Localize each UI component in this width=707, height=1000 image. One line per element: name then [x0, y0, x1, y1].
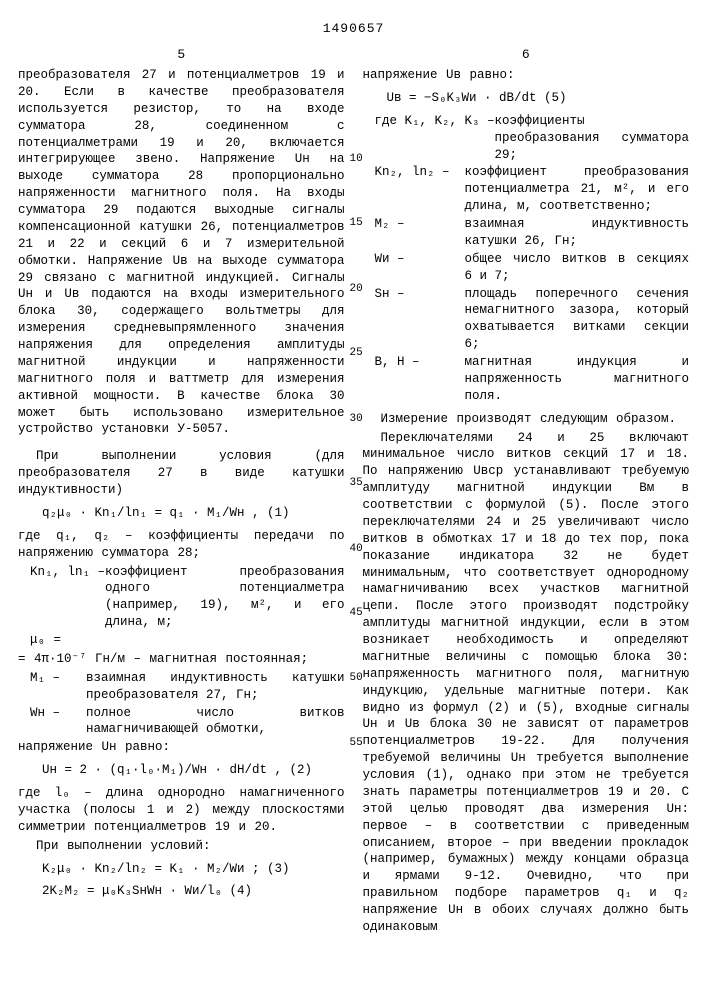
equation-5: Uв = −S₀K₃Wи · dB/dt (5) — [387, 90, 690, 107]
ln-55: 55 — [350, 736, 363, 751]
sym-bh: B, H – — [375, 354, 465, 405]
left-column: 5 преобразователя 27 и потенциалметров 1… — [18, 46, 345, 938]
def-wn: полное число витков намагничивающей обмо… — [86, 705, 345, 739]
ln-35: 35 — [350, 476, 363, 491]
equation-3: K₂μ₀ · Kn₂/ln₂ = K₁ · M₂/Wи ; (3) — [42, 861, 345, 878]
where-block-right: где K₁, K₂, K₃ – коэффициенты преобразов… — [375, 113, 690, 405]
sym-m1: M₁ – — [30, 670, 86, 704]
sym-wi: Wи – — [375, 251, 465, 285]
equation-2: Uн = 2 · (q₁·l₀·M₁)/Wн · dH/dt , (2) — [42, 762, 345, 779]
where-intro: где q₁, q₂ – коэффициенты передачи по на… — [18, 528, 345, 562]
ln-45: 45 — [350, 606, 363, 621]
ln-15: 15 — [350, 216, 363, 231]
ln-20: 20 — [350, 282, 363, 297]
def-sn: площадь поперечного сечения немагнитного… — [465, 286, 690, 354]
sym-sn: Sн – — [375, 286, 465, 354]
mu0-line-b: = 4π·10⁻⁷ Гн/м – магнитная постоянная; — [18, 651, 345, 668]
where-block-1: Kn₁, ln₁ – коэффициент преобразования од… — [30, 564, 345, 632]
para-1: преобразователя 27 и потенциалметров 19 … — [18, 67, 345, 438]
doc-number: 1490657 — [18, 20, 689, 38]
l0-def: где l₀ – длина однородно намагниченного … — [18, 785, 345, 836]
right-p2: Переключателями 24 и 25 включают минимал… — [363, 430, 690, 936]
right-page-number: 6 — [363, 46, 690, 64]
ln-25: 25 — [350, 346, 363, 361]
two-column-layout: 5 преобразователя 27 и потенциалметров 1… — [18, 46, 689, 938]
sym-m2: M₂ – — [375, 216, 465, 250]
ln-40: 40 — [350, 542, 363, 557]
ln-30: 30 — [350, 412, 363, 427]
sym-k123: где K₁, K₂, K₃ – — [375, 113, 495, 164]
def-m2: взаимная индуктивность катушки 26, Гн; — [465, 216, 690, 250]
where-block-2: M₁ – взаимная индуктивность катушки прео… — [30, 670, 345, 739]
ln-50: 50 — [350, 671, 363, 686]
para-2: При выполнении условия (для преобразоват… — [18, 448, 345, 499]
sym-wn: Wн – — [30, 705, 86, 739]
equation-4: 2K₂M₂ = μ₀K₃SнWн · Wи/l₀ (4) — [42, 883, 345, 900]
mu0-line-a: μ₀ = — [30, 632, 345, 649]
def-wi: общее число витков в секциях 6 и 7; — [465, 251, 690, 285]
cond-intro: При выполнении условий: — [18, 838, 345, 855]
uh-intro: напряжение Uн равно: — [18, 739, 345, 756]
sym-kn1: Kn₁, ln₁ – — [30, 564, 105, 632]
def-kn1: коэффициент преобразования одного потенц… — [105, 564, 344, 632]
sym-kn2: Kn₂, ln₂ – — [375, 164, 465, 215]
left-page-number: 5 — [18, 46, 345, 64]
def-bh: магнитная индукция и напряженность магни… — [465, 354, 690, 405]
ln-10: 10 — [350, 152, 363, 167]
def-k123: коэффициенты преобразования сумматора 29… — [495, 113, 689, 164]
right-p1: Измерение производят следующим образом. — [363, 411, 690, 428]
ub-intro: напряжение Uв равно: — [363, 67, 690, 84]
def-kn2: коэффициент преобразования потенциалметр… — [465, 164, 690, 215]
def-m1: взаимная индуктивность катушки преобразо… — [86, 670, 345, 704]
equation-1: q₂μ₀ · Kn₁/ln₁ = q₁ · M₁/Wн , (1) — [42, 505, 345, 522]
right-column: 6 напряжение Uв равно: Uв = −S₀K₃Wи · dB… — [363, 46, 690, 938]
